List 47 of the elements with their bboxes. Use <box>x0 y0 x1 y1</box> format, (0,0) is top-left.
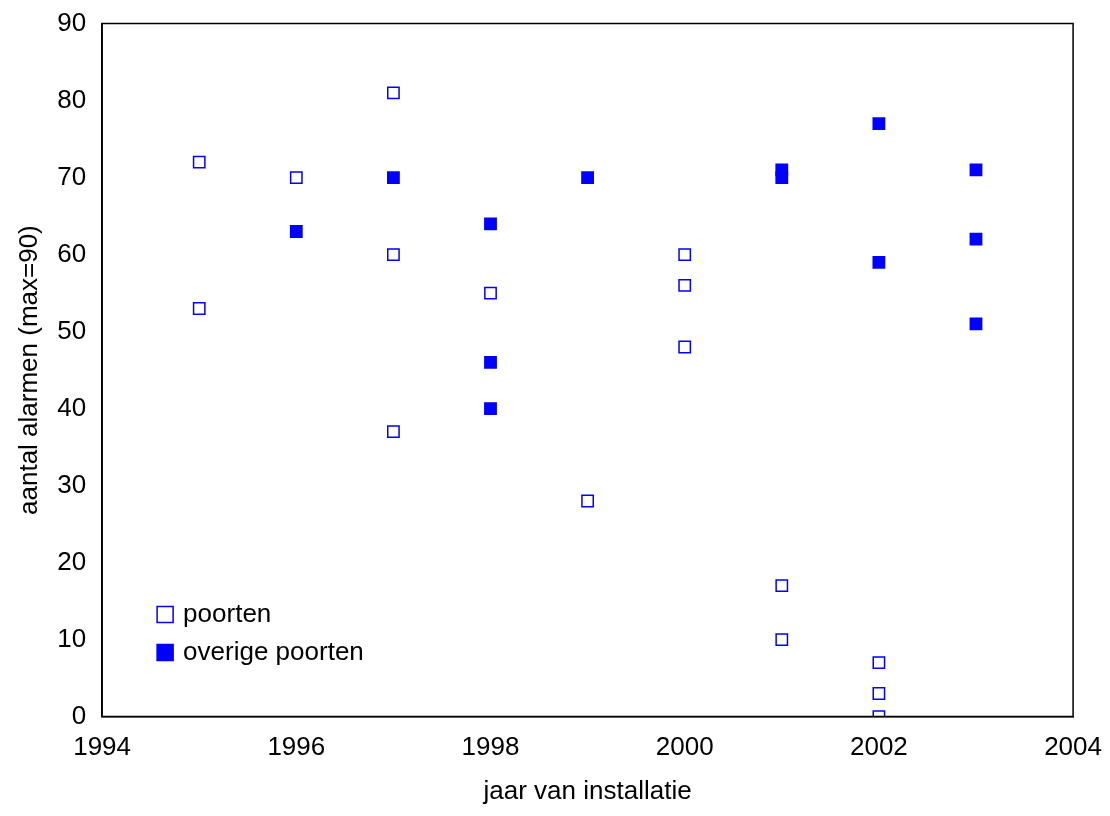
point <box>678 278 692 292</box>
x-tick-label: 1998 <box>461 731 520 762</box>
x-tick-label: 1996 <box>267 731 326 762</box>
point <box>484 402 497 416</box>
y-axis-title: aantal alarmen (max=90) <box>12 225 43 515</box>
y-tick-label: 20 <box>57 545 87 576</box>
point <box>678 340 692 354</box>
point <box>387 425 400 439</box>
point <box>581 171 595 185</box>
x-tick-label: 2004 <box>1044 731 1102 762</box>
x-axis-title: jaar van installatie <box>482 774 692 805</box>
x-tick-label: 2000 <box>655 731 714 762</box>
point <box>289 225 303 238</box>
point <box>387 86 400 100</box>
point <box>484 217 497 231</box>
point <box>872 117 886 131</box>
y-tick-label: 0 <box>71 699 87 730</box>
point <box>872 656 886 670</box>
point <box>872 255 886 269</box>
point <box>969 317 983 331</box>
point <box>678 248 692 262</box>
point <box>387 171 400 185</box>
y-tick-label: 30 <box>57 468 87 499</box>
y-tick-label: 40 <box>57 391 87 422</box>
point <box>484 286 497 300</box>
point <box>775 579 789 593</box>
y-tick-label: 60 <box>57 237 87 268</box>
legend-label: overige poorten <box>183 635 364 666</box>
y-tick-label: 10 <box>57 622 87 653</box>
y-tick-label: 70 <box>57 160 87 191</box>
point <box>775 633 789 647</box>
y-tick-label: 90 <box>57 6 87 37</box>
point <box>969 232 983 246</box>
point <box>969 163 983 177</box>
x-tick-label: 2002 <box>849 731 908 762</box>
point <box>387 248 400 262</box>
point <box>581 494 595 508</box>
y-tick-label: 80 <box>57 83 87 114</box>
legend-label: poorten <box>183 597 272 628</box>
point <box>192 155 206 169</box>
y-tick-label: 50 <box>57 314 87 345</box>
point <box>484 355 497 369</box>
point <box>289 171 303 185</box>
x-tick-label: 1994 <box>73 731 132 762</box>
point <box>775 171 789 185</box>
point <box>192 302 206 315</box>
point <box>872 687 886 700</box>
